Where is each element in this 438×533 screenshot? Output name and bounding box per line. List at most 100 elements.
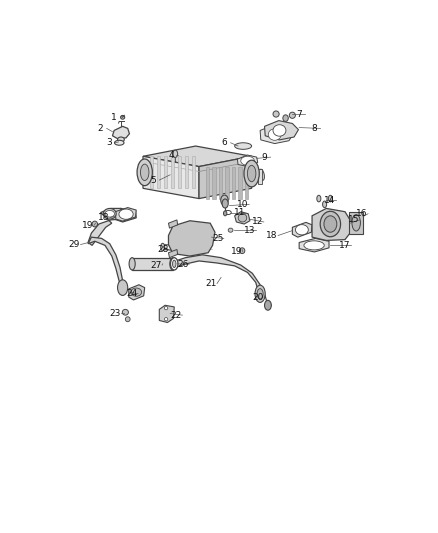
Polygon shape [238,166,242,199]
Text: 9: 9 [261,152,268,161]
Text: 8: 8 [311,124,317,133]
Polygon shape [88,237,125,288]
Polygon shape [235,212,250,224]
Ellipse shape [320,211,341,237]
Text: 4: 4 [169,150,175,159]
Polygon shape [185,156,188,188]
Polygon shape [260,125,293,143]
Polygon shape [129,285,145,300]
Text: 29: 29 [69,240,80,249]
Ellipse shape [137,159,152,185]
Text: 2: 2 [98,124,103,133]
Ellipse shape [164,318,168,321]
Text: 3: 3 [106,138,112,147]
Text: 6: 6 [222,138,227,147]
Polygon shape [143,156,199,199]
Polygon shape [150,156,153,188]
Text: 14: 14 [324,196,336,205]
Ellipse shape [105,211,114,217]
Ellipse shape [164,306,168,310]
Text: 27: 27 [150,261,162,270]
Bar [132,257,173,270]
Bar [253,165,257,180]
Polygon shape [164,156,167,188]
Ellipse shape [304,241,324,250]
Ellipse shape [125,317,130,322]
Ellipse shape [129,257,135,270]
Ellipse shape [92,221,98,227]
Ellipse shape [235,143,252,149]
Ellipse shape [114,140,124,145]
Text: 18: 18 [98,213,110,222]
Ellipse shape [170,257,178,270]
Bar [258,169,262,184]
Text: 26: 26 [177,260,189,269]
Ellipse shape [324,216,337,232]
Text: 22: 22 [171,311,182,320]
Text: 21: 21 [205,279,216,288]
Polygon shape [299,238,329,252]
Polygon shape [178,156,181,188]
Ellipse shape [290,112,295,118]
Text: 11: 11 [234,208,246,217]
Ellipse shape [255,285,265,302]
Ellipse shape [317,195,321,202]
Ellipse shape [241,156,254,165]
Text: 10: 10 [237,200,249,209]
Ellipse shape [259,169,265,180]
Text: 17: 17 [339,241,351,250]
Polygon shape [173,255,262,300]
Ellipse shape [120,116,125,119]
Text: 5: 5 [150,175,156,184]
Text: 23: 23 [110,309,121,318]
Polygon shape [111,208,136,222]
Ellipse shape [224,211,231,215]
Polygon shape [293,222,312,237]
Ellipse shape [240,248,245,254]
Text: 16: 16 [356,209,368,218]
Polygon shape [219,166,222,199]
Text: 20: 20 [252,293,263,302]
Polygon shape [237,155,258,166]
Ellipse shape [257,289,263,299]
Ellipse shape [117,280,128,295]
Polygon shape [113,126,130,139]
Ellipse shape [119,209,133,219]
Polygon shape [143,146,251,166]
Ellipse shape [265,301,271,310]
Polygon shape [205,166,209,199]
Text: 1: 1 [111,113,117,122]
Ellipse shape [161,243,165,251]
Ellipse shape [117,137,124,142]
Polygon shape [169,221,215,256]
Text: 7: 7 [296,109,302,118]
Ellipse shape [352,215,360,231]
Polygon shape [159,305,174,322]
Ellipse shape [238,214,247,222]
Polygon shape [232,166,235,199]
Polygon shape [171,156,174,188]
Ellipse shape [273,125,286,136]
Ellipse shape [247,165,256,182]
Ellipse shape [273,111,279,117]
Text: 24: 24 [127,289,138,298]
Polygon shape [199,156,251,199]
Ellipse shape [268,129,281,140]
Text: 15: 15 [348,215,359,224]
Ellipse shape [328,195,332,202]
Polygon shape [192,156,195,188]
Ellipse shape [103,208,116,219]
Text: 28: 28 [157,245,168,254]
Ellipse shape [295,224,308,235]
Ellipse shape [228,228,233,232]
Ellipse shape [173,260,176,268]
Text: 12: 12 [252,217,263,227]
Ellipse shape [244,160,259,187]
Polygon shape [169,220,178,228]
Ellipse shape [322,201,327,207]
Ellipse shape [141,164,149,181]
Ellipse shape [223,211,227,216]
Polygon shape [245,166,248,199]
Bar [350,212,363,235]
Polygon shape [157,156,160,188]
